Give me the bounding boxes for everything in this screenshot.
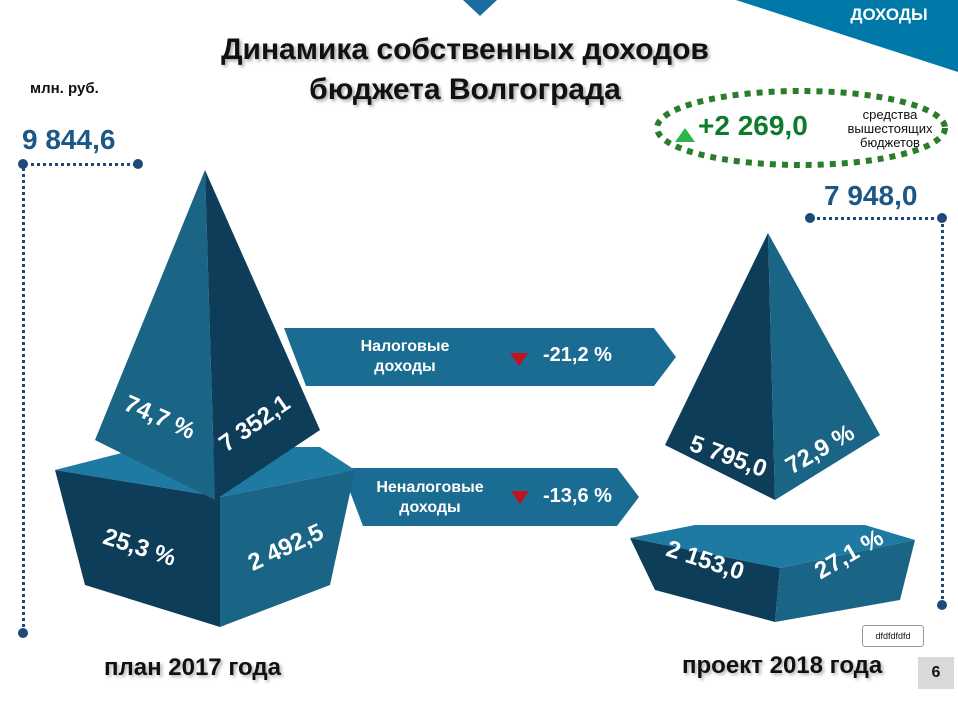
year-label-2017: план 2017 года: [104, 654, 281, 681]
top-decoration: [463, 0, 958, 72]
title-line-2: бюджета Волгограда: [309, 73, 621, 106]
down-arrow-icon: [510, 353, 528, 366]
total-2018-hline: [810, 217, 942, 220]
top-notch-shape: [463, 0, 497, 16]
nontax-change-value: -13,6 %: [543, 485, 612, 507]
total-2018-dot-top-right: [937, 213, 947, 223]
base-top-face: [630, 525, 915, 568]
nontax-change-label-line-2: доходы: [399, 499, 461, 516]
total-2018-dot-top-left: [805, 213, 815, 223]
pyramid-2018: [630, 233, 915, 622]
upper-left-face: [95, 170, 215, 500]
subsidy-caption-line-3: бюджетов: [860, 135, 920, 150]
subsidy-caption-line-1: средства: [862, 107, 918, 122]
tax-change-label: Налоговые доходы: [330, 337, 480, 377]
tax-change-arrow: [284, 328, 676, 386]
nontax-change-label: Неналоговые доходы: [355, 478, 505, 518]
base-right-face: [775, 540, 915, 622]
subsidy-oval: [654, 88, 948, 168]
subsidy-caption: средства вышестоящих бюджетов: [825, 108, 955, 150]
tax-change-label-line-1: Налоговые: [360, 338, 450, 355]
total-2017-hline: [24, 163, 136, 166]
unit-label: млн. руб.: [30, 80, 99, 97]
subsidy-value: +2 269,0: [698, 110, 808, 141]
page-title: Динамика собственных доходов бюджета Вол…: [150, 30, 780, 110]
base-right-face: [220, 470, 355, 627]
page-number: 6: [918, 657, 954, 689]
total-2018-dot-bottom: [937, 600, 947, 610]
nontax-change-arrow: [341, 468, 639, 526]
tax-change-value: -21,2 %: [543, 344, 612, 366]
total-2017-vline: [22, 163, 25, 633]
base-left-face: [630, 538, 780, 622]
upper-left-face: [665, 233, 775, 500]
total-2017-dot-bottom: [18, 628, 28, 638]
total-2017-dot-top-right: [133, 159, 143, 169]
title-line-1: Динамика собственных доходов: [221, 33, 709, 66]
down-arrow-icon: [511, 491, 529, 504]
total-2018-vline: [941, 217, 944, 605]
section-tab: ДОХОДЫ: [850, 5, 928, 24]
subsidy-caption-line-2: вышестоящих: [847, 121, 933, 136]
total-2017: 9 844,6: [22, 124, 116, 155]
nontax-change-label-line-1: Неналоговые: [376, 479, 484, 496]
upper-right-face: [205, 170, 320, 500]
pyramid-2017: [55, 170, 355, 627]
upper-right-face: [768, 233, 880, 500]
up-arrow-icon: [675, 128, 695, 142]
tax-change-label-line-2: доходы: [374, 358, 436, 375]
footnote-box: dfdfdfdfd: [862, 625, 924, 647]
section-tab-shape: [736, 0, 958, 72]
total-2018: 7 948,0: [824, 180, 918, 211]
base-left-face: [55, 470, 220, 627]
year-label-2018: проект 2018 года: [682, 652, 883, 679]
total-2017-dot-top-left: [18, 159, 28, 169]
